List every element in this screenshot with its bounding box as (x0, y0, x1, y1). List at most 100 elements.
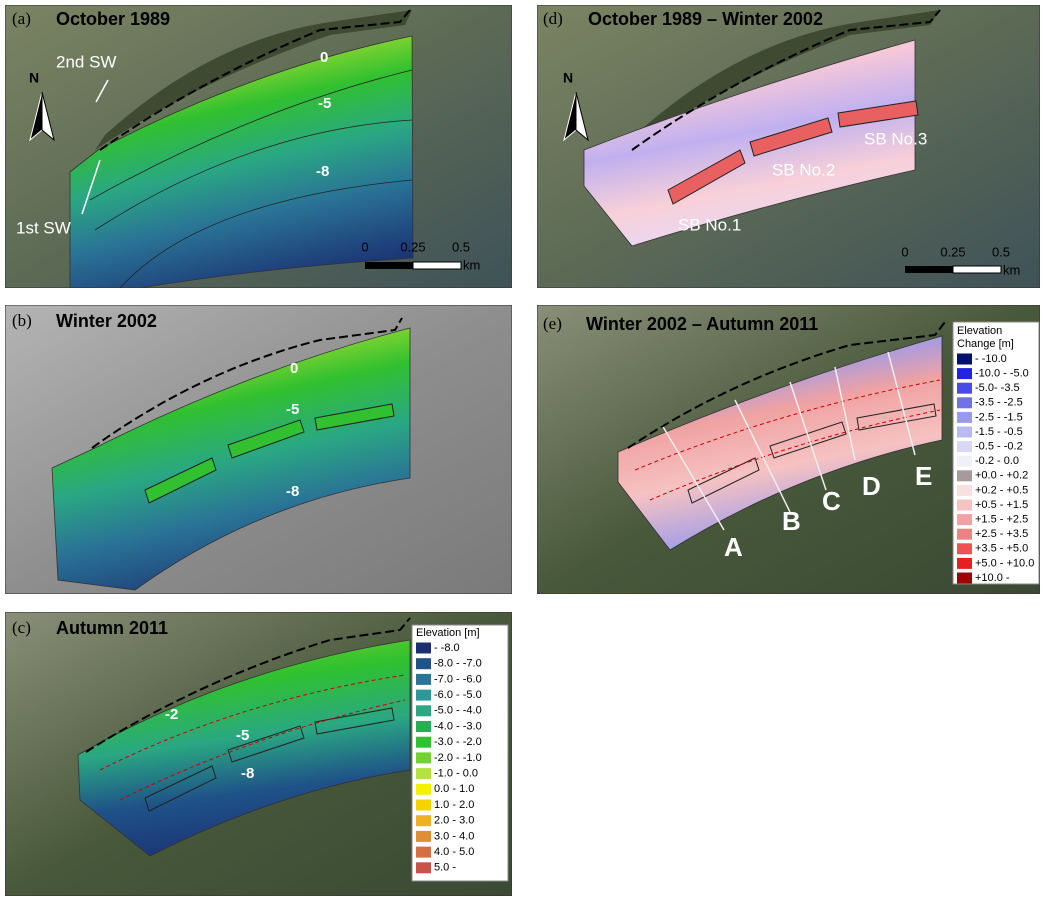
legend-label: -10.0 - -5.0 (975, 368, 1029, 380)
profile-label: D (862, 471, 881, 501)
legend-swatch (416, 815, 431, 826)
legend-label: -7.0 - -6.0 (434, 673, 482, 685)
panel-d: (d) October 1989 – Winter 2002 SB No.1 S… (537, 5, 1040, 288)
north-label: N (29, 70, 39, 86)
legend-swatch (957, 354, 972, 365)
panel-a: (a) October 1989 0 -5 -8 2nd SW 1st SW N… (5, 5, 512, 288)
legend-swatch (957, 558, 972, 569)
legend-label: +3.5 - +5.0 (975, 543, 1028, 555)
legend-swatch (416, 768, 431, 779)
profile-label: A (724, 532, 743, 562)
contour-label: -2 (165, 706, 178, 723)
legend-title: Elevation [m] (416, 627, 480, 639)
scale-bar (413, 262, 461, 269)
legend-label: -3.0 - -2.0 (434, 736, 482, 748)
panel-label: (c) (12, 618, 31, 637)
legend-swatch (957, 441, 972, 452)
legend-label: +2.5 - +3.5 (975, 528, 1028, 540)
legend-label: -0.2 - 0.0 (975, 455, 1019, 467)
legend-label: -2.5 - -1.5 (975, 411, 1023, 423)
legend-label: -5.0 - -4.0 (434, 705, 482, 717)
scale-label: 0 (901, 244, 908, 259)
scale-label: 0.5 (452, 239, 470, 254)
scale-label: 0 (361, 239, 368, 254)
legend-label: 1.0 - 2.0 (434, 799, 474, 811)
legend-label: -6.0 - -5.0 (434, 689, 482, 701)
legend-label: +0.0 - +0.2 (975, 470, 1028, 482)
legend-swatch (957, 529, 972, 540)
legend-label: -1.0 - 0.0 (434, 768, 478, 780)
legend-label: -4.0 - -3.0 (434, 720, 482, 732)
contour-label: -8 (316, 163, 329, 180)
figure: (a) October 1989 0 -5 -8 2nd SW 1st SW N… (0, 0, 1044, 898)
scale-bar (905, 266, 953, 273)
panel-label: (d) (543, 9, 563, 28)
contour-label: -5 (236, 727, 249, 744)
scale-label: 0.25 (400, 239, 425, 254)
scale-label: km (1003, 262, 1020, 277)
legend-swatch (416, 721, 431, 732)
legend-label: +0.2 - +0.5 (975, 484, 1028, 496)
legend-swatch (957, 573, 972, 584)
legend-swatch (416, 862, 431, 873)
legend-swatch (957, 427, 972, 438)
panel-title: Autumn 2011 (56, 618, 168, 638)
legend-swatch (416, 800, 431, 811)
legend-label: -3.5 - -2.5 (975, 397, 1023, 409)
legend-swatch (416, 643, 431, 654)
scale-label: km (463, 257, 480, 272)
legend-swatch (416, 752, 431, 763)
legend-label: -5.0- -3.5 (975, 382, 1020, 394)
legend-swatch (416, 690, 431, 701)
panel-e: (e) Winter 2002 – Autumn 2011 A B C D E … (537, 305, 1040, 594)
panel-title: Winter 2002 – Autumn 2011 (586, 314, 818, 334)
contour-label: -8 (286, 483, 299, 500)
legend-label: 2.0 - 3.0 (434, 815, 474, 827)
panel-label: (b) (12, 311, 32, 330)
panel-c: (c) Autumn 2011 -2 -5 -8 Elevation [m]- … (5, 612, 512, 896)
profile-label: E (915, 461, 932, 491)
profile-label: B (782, 506, 801, 536)
legend-swatch (957, 397, 972, 408)
scale-label: 0.25 (940, 244, 965, 259)
annotation: SB No.3 (864, 129, 927, 148)
panel-title: Winter 2002 (56, 311, 157, 331)
legend-label: -8.0 - -7.0 (434, 658, 482, 670)
legend-label: - -10.0 (975, 353, 1007, 365)
legend-label: 0.0 - 1.0 (434, 783, 474, 795)
legend-label: +1.5 - +2.5 (975, 514, 1028, 526)
legend-label: -1.5 - -0.5 (975, 426, 1023, 438)
panel-label: (e) (543, 314, 562, 333)
legend-swatch (957, 412, 972, 423)
panel-label: (a) (12, 9, 31, 28)
legend-swatch (957, 470, 972, 481)
north-label: N (563, 70, 573, 86)
panel-title: October 1989 (56, 9, 170, 29)
legend-swatch (957, 368, 972, 379)
legend-swatch (416, 737, 431, 748)
legend-label: 4.0 - 5.0 (434, 846, 474, 858)
legend-swatch (957, 485, 972, 496)
annotation: SB No.2 (772, 160, 835, 179)
legend-swatch (957, 500, 972, 511)
contour-label: -5 (286, 401, 299, 418)
legend-swatch (416, 705, 431, 716)
legend-label: 5.0 - (434, 862, 456, 874)
contour-label: 0 (290, 360, 298, 377)
legend-label: +0.5 - +1.5 (975, 499, 1028, 511)
annotation: 1st SW (16, 218, 71, 237)
annotation: 2nd SW (56, 52, 116, 71)
legend-title: Change [m] (957, 338, 1014, 350)
legend-swatch (416, 658, 431, 669)
scale-bar (953, 266, 1001, 273)
panel-b: (b) Winter 2002 0 -5 -8 (5, 305, 512, 594)
profile-label: C (822, 486, 841, 516)
contour-label: 0 (320, 49, 328, 66)
scale-bar (365, 262, 413, 269)
legend-swatch (416, 674, 431, 685)
legend-label: +10.0 - (975, 572, 1010, 584)
legend-label: - -8.0 (434, 642, 460, 654)
scale-label: 0.5 (992, 244, 1010, 259)
legend-title: Elevation (957, 325, 1002, 337)
legend-label: +5.0 - +10.0 (975, 557, 1034, 569)
